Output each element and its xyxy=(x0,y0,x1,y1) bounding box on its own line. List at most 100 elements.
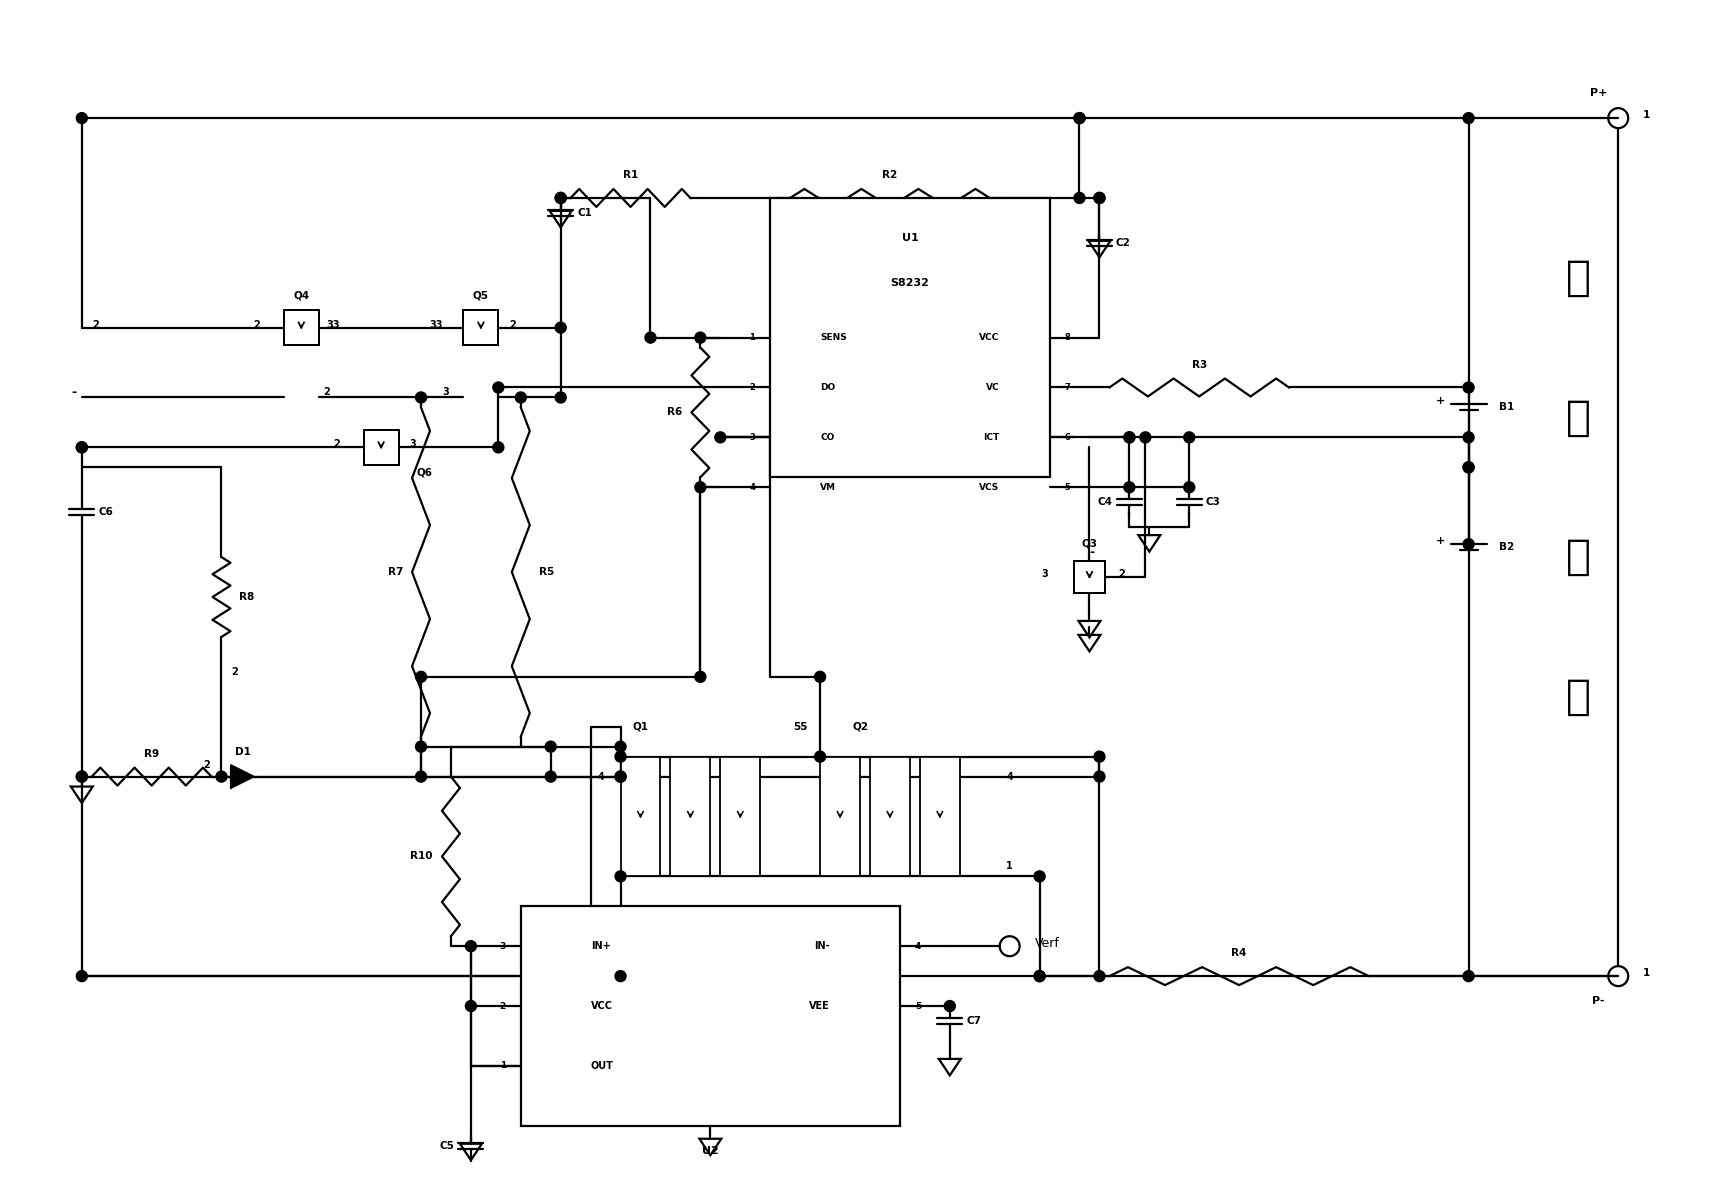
Text: R4: R4 xyxy=(1230,948,1246,958)
Circle shape xyxy=(615,871,625,882)
Text: VCC: VCC xyxy=(979,333,999,342)
Text: R9: R9 xyxy=(145,748,159,759)
Circle shape xyxy=(815,752,825,762)
Circle shape xyxy=(1139,432,1151,443)
Circle shape xyxy=(1123,432,1134,443)
Text: SENS: SENS xyxy=(820,333,846,342)
Circle shape xyxy=(1184,432,1194,443)
Circle shape xyxy=(1123,432,1134,443)
Text: 3: 3 xyxy=(750,433,755,442)
Text: VCC: VCC xyxy=(591,1001,612,1011)
Text: VC: VC xyxy=(986,383,999,391)
Circle shape xyxy=(615,752,625,762)
Text: VEE: VEE xyxy=(808,1001,829,1011)
Bar xyxy=(820,757,860,876)
Circle shape xyxy=(1073,113,1084,123)
Text: Q2: Q2 xyxy=(851,722,867,731)
Circle shape xyxy=(544,771,557,782)
Circle shape xyxy=(815,672,825,682)
Text: C6: C6 xyxy=(98,508,114,517)
Circle shape xyxy=(415,391,426,403)
Circle shape xyxy=(76,442,88,452)
Circle shape xyxy=(1034,971,1044,982)
Text: 2: 2 xyxy=(322,388,329,397)
Text: 2: 2 xyxy=(91,320,98,329)
Text: -: - xyxy=(72,385,78,399)
Text: 3: 3 xyxy=(410,439,417,449)
Circle shape xyxy=(644,332,655,344)
Text: R3: R3 xyxy=(1191,359,1206,370)
Circle shape xyxy=(544,741,557,752)
Circle shape xyxy=(555,322,565,333)
Text: C5: C5 xyxy=(439,1141,455,1150)
Circle shape xyxy=(1073,193,1084,203)
Text: B1: B1 xyxy=(1497,402,1513,413)
Circle shape xyxy=(76,771,88,782)
Circle shape xyxy=(1094,771,1104,782)
Text: Q3: Q3 xyxy=(1080,539,1098,548)
Text: R1: R1 xyxy=(622,170,638,180)
Text: 2: 2 xyxy=(253,320,260,329)
Text: OUT: OUT xyxy=(591,1061,613,1071)
Polygon shape xyxy=(231,766,253,788)
Text: 55: 55 xyxy=(793,722,806,731)
Circle shape xyxy=(1463,382,1473,393)
Text: 33: 33 xyxy=(326,320,339,329)
Text: 2: 2 xyxy=(231,667,238,676)
Bar xyxy=(284,310,319,345)
Text: 3: 3 xyxy=(500,942,505,950)
Circle shape xyxy=(615,771,625,782)
Circle shape xyxy=(1463,462,1473,473)
Text: Q4: Q4 xyxy=(293,290,308,300)
Text: D1: D1 xyxy=(234,747,250,757)
Bar xyxy=(720,757,760,876)
Circle shape xyxy=(415,672,426,682)
Circle shape xyxy=(1123,481,1134,493)
Circle shape xyxy=(1034,971,1044,982)
Text: 2: 2 xyxy=(333,439,339,449)
Circle shape xyxy=(555,391,565,403)
Bar xyxy=(364,430,398,464)
Circle shape xyxy=(76,771,88,782)
Text: Q1: Q1 xyxy=(632,722,648,731)
Text: C3: C3 xyxy=(1204,497,1220,508)
Text: 4: 4 xyxy=(750,482,755,492)
Text: CO: CO xyxy=(820,433,834,442)
Circle shape xyxy=(76,971,88,982)
Circle shape xyxy=(76,113,88,123)
Circle shape xyxy=(555,193,565,203)
Text: +: + xyxy=(1435,396,1444,407)
Text: 33: 33 xyxy=(429,320,443,329)
Text: S8232: S8232 xyxy=(891,278,929,287)
Text: C7: C7 xyxy=(965,1016,980,1026)
Text: R5: R5 xyxy=(539,567,553,577)
Text: R6: R6 xyxy=(667,407,682,418)
Text: R10: R10 xyxy=(410,851,432,862)
Text: C2: C2 xyxy=(1115,238,1130,248)
Text: IN+: IN+ xyxy=(591,941,610,952)
Text: DO: DO xyxy=(820,383,836,391)
Text: +: + xyxy=(1435,536,1444,546)
Circle shape xyxy=(944,1001,955,1011)
Text: VCS: VCS xyxy=(979,482,999,492)
Circle shape xyxy=(1184,481,1194,493)
Text: 5: 5 xyxy=(1063,482,1070,492)
Text: 5: 5 xyxy=(915,1002,920,1010)
Circle shape xyxy=(1094,193,1104,203)
Circle shape xyxy=(694,481,705,493)
Circle shape xyxy=(515,391,526,403)
Bar xyxy=(620,757,660,876)
Text: R8: R8 xyxy=(239,593,255,602)
Text: B2: B2 xyxy=(1497,542,1513,552)
Circle shape xyxy=(1094,752,1104,762)
Text: Q6: Q6 xyxy=(415,467,432,478)
Circle shape xyxy=(1463,462,1473,473)
Text: U2: U2 xyxy=(701,1146,718,1156)
Text: VM: VM xyxy=(820,482,836,492)
Text: 端: 端 xyxy=(1564,536,1590,578)
Text: 4: 4 xyxy=(596,772,603,782)
Text: ICT: ICT xyxy=(982,433,999,442)
Circle shape xyxy=(694,332,705,344)
Bar xyxy=(1073,561,1104,593)
Circle shape xyxy=(493,442,503,452)
